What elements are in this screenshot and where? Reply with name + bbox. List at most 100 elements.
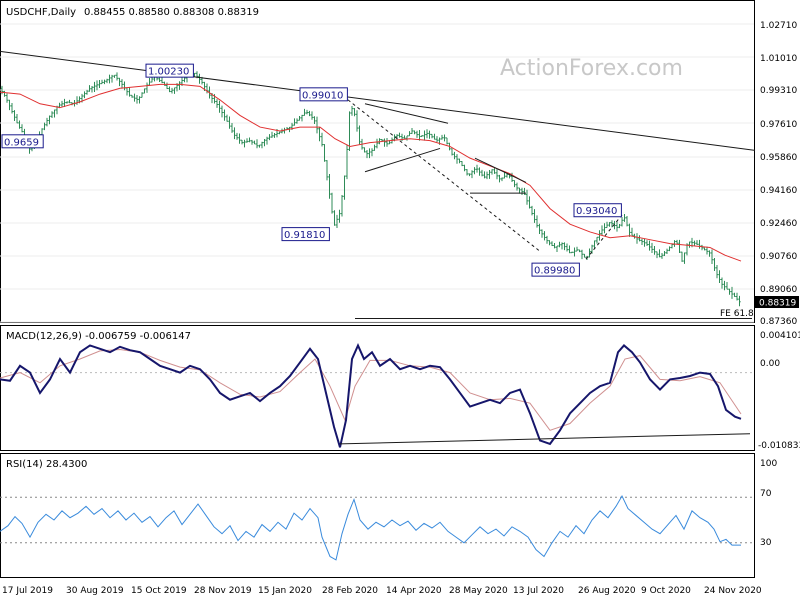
price-bar (578, 249, 581, 253)
price-bar (478, 167, 481, 176)
price-bar (473, 167, 476, 175)
price-annotation-box (1, 134, 44, 149)
price-bar (198, 73, 201, 84)
price-bar (615, 220, 619, 232)
price-y-tick: 0.92460 (760, 219, 797, 229)
last-price-tag: 0.88319 (759, 299, 796, 309)
x-tick-label: 26 Aug 2020 (578, 586, 636, 596)
price-bar (543, 231, 546, 241)
price-bar (435, 136, 439, 142)
price-bar (383, 138, 386, 147)
macd-panel (0, 325, 755, 451)
price-bar (640, 238, 644, 246)
price-bar (725, 282, 729, 290)
price-bar (368, 148, 371, 159)
price-bar (720, 277, 724, 289)
price-bar (528, 196, 531, 209)
price-bar (403, 135, 406, 139)
price-bar (10, 103, 14, 114)
price-bar (715, 265, 719, 279)
price-bar (668, 246, 671, 252)
price-bar (663, 250, 666, 256)
x-tick-label: 30 Aug 2019 (66, 586, 124, 596)
price-bar (540, 229, 544, 238)
x-tick-label: 28 Nov 2019 (194, 586, 252, 596)
price-bar (723, 280, 726, 291)
price-annotation: 0.99010 (299, 87, 348, 102)
price-annotation-text: 0.9659 (4, 137, 39, 148)
price-bar (730, 286, 734, 299)
price-bar (105, 78, 109, 84)
price-y-tick: 0.95860 (760, 153, 797, 163)
watermark: ActionForex.com (500, 56, 683, 81)
price-bar (110, 74, 114, 83)
price-bar (143, 88, 146, 94)
price-bar (45, 117, 49, 127)
price-bar (128, 87, 131, 97)
price-bar (108, 74, 111, 84)
rsi-y-tick: 30 (760, 538, 772, 548)
price-bar (533, 209, 536, 223)
price-bar (230, 122, 234, 133)
price-bar (330, 192, 334, 214)
price-bar (365, 150, 369, 159)
price-bar (410, 127, 414, 134)
trendline (0, 50, 756, 151)
price-bar (15, 114, 19, 124)
price-bar (550, 241, 554, 247)
fe-label: FE 61.8 (720, 309, 754, 319)
price-bar (240, 139, 244, 145)
price-annotation-box (145, 63, 194, 78)
price-bar (120, 79, 124, 89)
price-bar (305, 109, 309, 115)
price-bar (613, 220, 616, 230)
trendline (474, 157, 527, 183)
price-bar (355, 110, 359, 132)
trendline (364, 103, 449, 124)
price-panel-title: USDCHF,Daily (6, 7, 76, 18)
x-tick-label: 15 Jan 2020 (258, 586, 312, 596)
price-bar (328, 174, 331, 199)
price-bar (405, 135, 409, 141)
price-annotation-box (299, 87, 348, 102)
price-bar (735, 292, 739, 301)
price-bar (293, 118, 296, 126)
price-panel (0, 0, 755, 323)
price-bar (680, 251, 684, 262)
price-bar (470, 170, 474, 179)
price-bar (733, 292, 736, 298)
price-bar (63, 98, 66, 107)
price-bar (235, 132, 239, 140)
price-bar (465, 169, 469, 176)
price-bar (98, 80, 101, 88)
price-bar (408, 131, 411, 137)
price-bar (298, 115, 301, 121)
price-bar (223, 109, 226, 121)
price-bar (135, 95, 139, 104)
x-axis: 17 Jul 2019 30 Aug 2019 15 Oct 2019 28 N… (2, 586, 762, 596)
price-bar (595, 236, 599, 244)
price-bar (420, 135, 424, 137)
price-bar (695, 240, 699, 246)
price-bar (648, 240, 651, 251)
price-bar (243, 139, 246, 148)
price-bar (228, 116, 231, 129)
price-annotation: 1.00230 (145, 63, 194, 78)
price-bar (48, 115, 51, 125)
price-bar (548, 240, 551, 246)
price-bar (313, 116, 316, 124)
price-bar (678, 239, 681, 254)
rsi-y-axis: 100 70 30 (760, 459, 777, 548)
price-bar (665, 248, 669, 255)
price-bar (398, 132, 401, 138)
price-bar (95, 80, 99, 91)
price-bar (315, 116, 319, 134)
price-bar (303, 108, 306, 116)
price-bar (660, 252, 664, 259)
price-bar (60, 100, 64, 107)
price-bar (565, 243, 569, 252)
dashed-trendline (585, 212, 625, 260)
price-bar (130, 94, 134, 98)
price-bar (625, 215, 629, 227)
